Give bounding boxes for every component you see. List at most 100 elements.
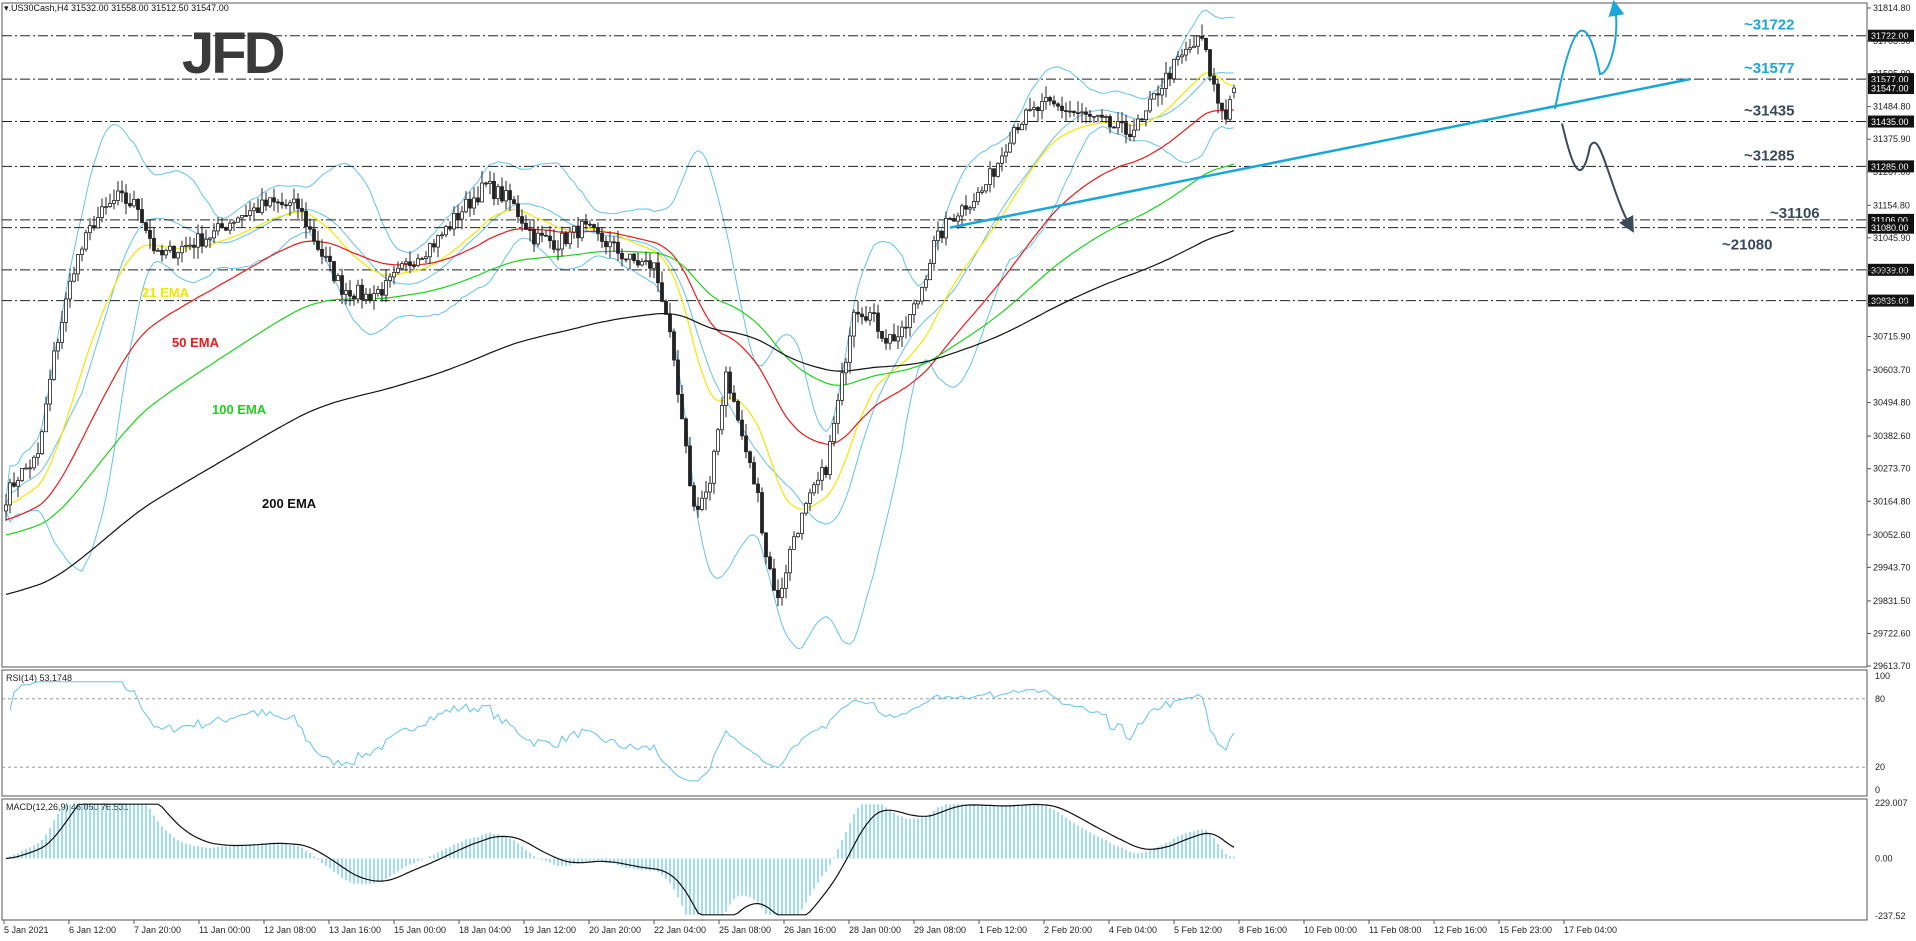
ema-50-line [5, 109, 1235, 521]
candle-body [1004, 151, 1008, 157]
candle-body [560, 232, 564, 250]
level-price-tag [1868, 294, 1914, 307]
candle-body [472, 197, 476, 209]
candle-body [456, 213, 460, 220]
candle-body [516, 203, 520, 217]
candle-body [716, 429, 720, 452]
candle-body [1196, 35, 1200, 47]
candle-body [112, 200, 116, 204]
level-price-tag-text: 31106.00 [1871, 215, 1908, 225]
candle-body [1172, 59, 1176, 80]
candle-body [540, 232, 544, 236]
candle-body [32, 456, 36, 469]
candle-body [232, 221, 236, 224]
time-axis-label: 28 Jan 00:00 [849, 925, 901, 935]
candle-body [476, 197, 480, 203]
candle-body [704, 491, 708, 499]
candle-body [1008, 142, 1012, 153]
candle-body [532, 229, 536, 245]
candle-body [288, 202, 292, 206]
candle-body [952, 218, 956, 222]
candle-body [132, 198, 136, 207]
candle-body [1224, 109, 1228, 120]
candle-body [204, 238, 208, 247]
candle-body [976, 191, 980, 202]
candle-body [128, 203, 132, 207]
candle-body [284, 204, 288, 207]
price-axis-label: 31267.00 [1873, 167, 1911, 177]
candle-body [1024, 109, 1028, 125]
candle-body [280, 201, 284, 206]
candle-body [1076, 112, 1080, 115]
candle-body [912, 303, 916, 315]
candle-body [200, 233, 204, 247]
candle-body [872, 312, 876, 315]
candle-body [24, 467, 28, 470]
candle-body [680, 393, 684, 420]
candle-body [960, 205, 964, 217]
candle-body [420, 258, 424, 260]
candle-body [592, 224, 596, 229]
level-price-tag-text: 30836.00 [1871, 296, 1909, 306]
price-axis-label: 30825.90 [1873, 299, 1911, 309]
time-axis-label: 10 Feb 00:00 [1304, 925, 1357, 935]
candle-body [1052, 100, 1056, 105]
candle-body [644, 260, 648, 263]
scenario-arrow-down [1561, 123, 1634, 233]
candle-body [816, 479, 820, 486]
candle-body [828, 441, 832, 476]
time-axis-label: 13 Jan 16:00 [329, 925, 381, 935]
price-axis-label: 31154.80 [1873, 200, 1910, 210]
candle-body [392, 272, 396, 278]
level-price-tag [1868, 221, 1914, 234]
candle-body [988, 168, 992, 186]
candle-body [500, 186, 504, 202]
candle-body [100, 206, 104, 218]
price-axis-label: 30603.70 [1873, 365, 1911, 375]
candle-body [120, 190, 124, 194]
candle-body [224, 227, 228, 231]
candle-body [296, 198, 300, 209]
candle-body [856, 311, 860, 315]
time-axis-label: 18 Jan 04:00 [459, 925, 511, 935]
candle-body [436, 235, 440, 248]
candle-body [588, 223, 592, 226]
candle-body [36, 453, 40, 458]
candle-body [1012, 127, 1016, 144]
candle-body [1032, 107, 1036, 110]
candle-body [800, 512, 804, 534]
ema-label: 21 EMA [142, 285, 190, 300]
candle-body [428, 243, 432, 258]
candle-body [804, 502, 808, 514]
candle-body [920, 286, 924, 302]
candle-body [320, 248, 324, 257]
candle-body [176, 252, 180, 259]
candle-body [1124, 122, 1128, 135]
candle-body [136, 198, 140, 210]
candle-body [88, 225, 92, 234]
candle-body [92, 225, 96, 229]
candle-body [108, 202, 112, 208]
current-price-tag-text: 31547.00 [1871, 84, 1909, 94]
candle-body [188, 244, 192, 247]
time-axis-label: 22 Jan 04:00 [654, 925, 706, 935]
ema-200-line [5, 230, 1235, 596]
rsi-axis-label: 100 [1875, 671, 1890, 681]
price-axis-label: 30937.00 [1873, 265, 1911, 275]
candle-body [396, 267, 400, 273]
candle-body [1168, 72, 1172, 80]
ema-label: 200 EMA [262, 496, 317, 511]
candle-body [76, 254, 80, 275]
price-axis-label: 30052.60 [1873, 530, 1911, 540]
candle-body [1000, 155, 1004, 164]
candle-body [564, 232, 568, 245]
candle-body [572, 225, 576, 233]
candle-body [840, 372, 844, 401]
candle-body [756, 483, 760, 493]
candle-body [972, 201, 976, 209]
candle-body [708, 482, 712, 493]
candle-body [1212, 75, 1216, 85]
candle-body [648, 260, 652, 269]
candle-body [1088, 113, 1092, 117]
